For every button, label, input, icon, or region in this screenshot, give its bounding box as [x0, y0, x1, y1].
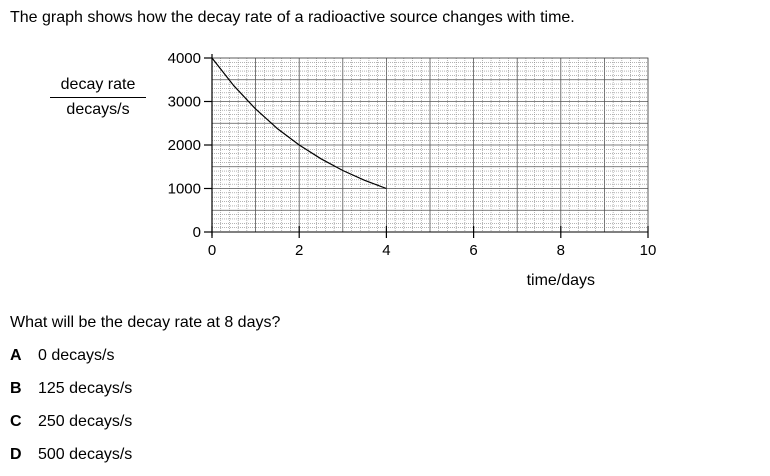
y-axis-label: decay rate decays/s	[50, 76, 146, 119]
x-tick-label: 0	[208, 242, 216, 259]
option-d[interactable]: D 500 decays/s	[10, 446, 132, 464]
x-tick-label: 10	[640, 242, 657, 259]
question-text: What will be the decay rate at 8 days?	[10, 314, 281, 331]
x-tick-label: 8	[557, 242, 565, 259]
y-axis-label-unit: decays/s	[66, 101, 130, 118]
y-tick-label: 1000	[168, 181, 201, 198]
decay-curve	[211, 57, 387, 190]
option-d-text: 500 decays/s	[38, 446, 133, 463]
option-a-letter: A	[10, 347, 22, 364]
x-tick-label: 6	[469, 242, 477, 259]
option-b-letter: B	[10, 380, 22, 397]
option-d-letter: D	[10, 446, 22, 463]
x-tick-label: 2	[295, 242, 303, 259]
option-b-text: 125 decays/s	[38, 380, 133, 397]
option-c-letter: C	[10, 413, 22, 430]
y-axis-label-quantity: decay rate	[50, 76, 146, 98]
x-axis-label: time/days	[527, 272, 595, 289]
option-a-text: 0 decays/s	[38, 347, 115, 364]
intro-text: The graph shows how the decay rate of a …	[10, 9, 575, 26]
y-tick-label: 2000	[168, 137, 201, 154]
option-c-text: 250 decays/s	[38, 413, 133, 430]
option-b[interactable]: B 125 decays/s	[10, 380, 132, 398]
decay-rate-chart: 0 1000 2000 3000 4000 0 2 4 6 8 10 time/days	[168, 50, 657, 289]
y-tick-label: 3000	[168, 94, 201, 111]
option-a[interactable]: A 0 decays/s	[10, 347, 114, 365]
y-tick-label: 0	[193, 224, 201, 241]
y-tick-label: 4000	[168, 50, 201, 67]
x-tick-label: 4	[382, 242, 390, 259]
option-c[interactable]: C 250 decays/s	[10, 413, 132, 431]
